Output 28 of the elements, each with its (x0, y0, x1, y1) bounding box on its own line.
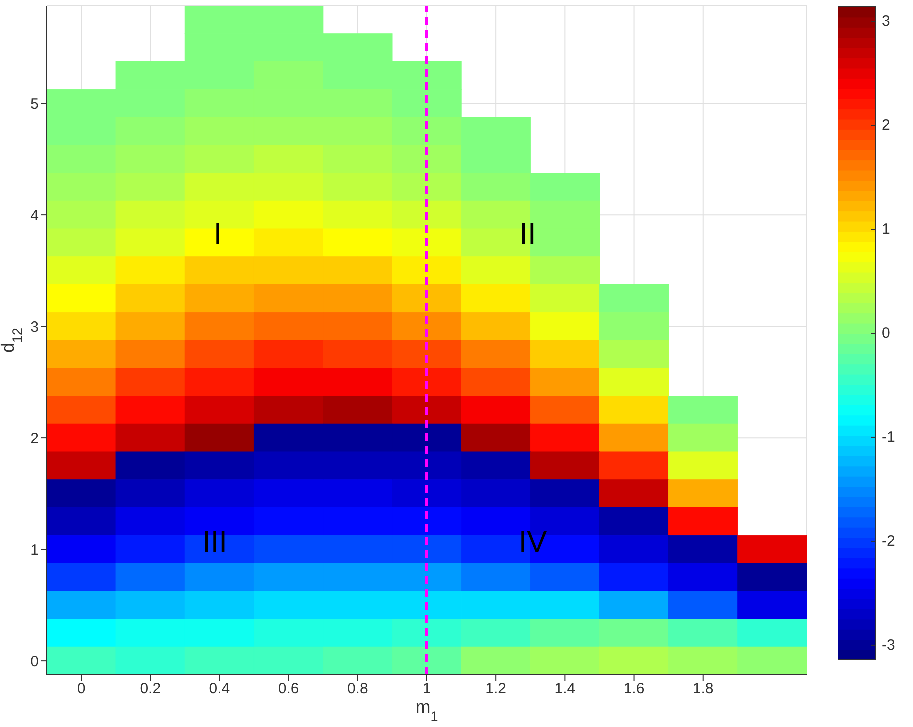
y-tick-label: 3 (30, 318, 39, 336)
x-tick-label: 1.2 (486, 680, 507, 698)
x-tick-label: 0.2 (140, 680, 162, 698)
x-tick-label: 1.8 (692, 680, 714, 698)
x-axis-title: m$_{1}$ (416, 697, 438, 724)
x-tick-label: 1 (422, 680, 432, 698)
color-bar-label: -2 (882, 532, 896, 550)
y-tick-label: 2 (30, 430, 39, 448)
y-tick-label: 1 (30, 542, 39, 559)
color-bar-label: 0 (882, 325, 890, 342)
color-bar-label: -1 (882, 428, 896, 446)
x-tick-label: 1.4 (554, 680, 576, 698)
x-tick-label: 0.8 (347, 680, 368, 698)
y-tick-label: 0 (30, 653, 39, 670)
x-tick-label: 0.6 (278, 680, 300, 698)
color-bar-label: 2 (882, 117, 890, 134)
color-bar-label: -3 (882, 636, 896, 654)
x-tick-label: 0.4 (209, 680, 230, 698)
y-tick-label: 5 (30, 96, 39, 113)
color-bar-label: 1 (882, 221, 890, 238)
color-bar-label: 3 (882, 13, 890, 30)
annotation: I (214, 218, 222, 251)
annotation: IV (518, 526, 548, 559)
y-tick-label: 4 (30, 207, 39, 224)
annotation: II (520, 218, 536, 251)
x-tick-label: 0 (77, 680, 86, 698)
x-tick-label: 1.6 (624, 680, 645, 698)
annotation: III (202, 526, 228, 559)
